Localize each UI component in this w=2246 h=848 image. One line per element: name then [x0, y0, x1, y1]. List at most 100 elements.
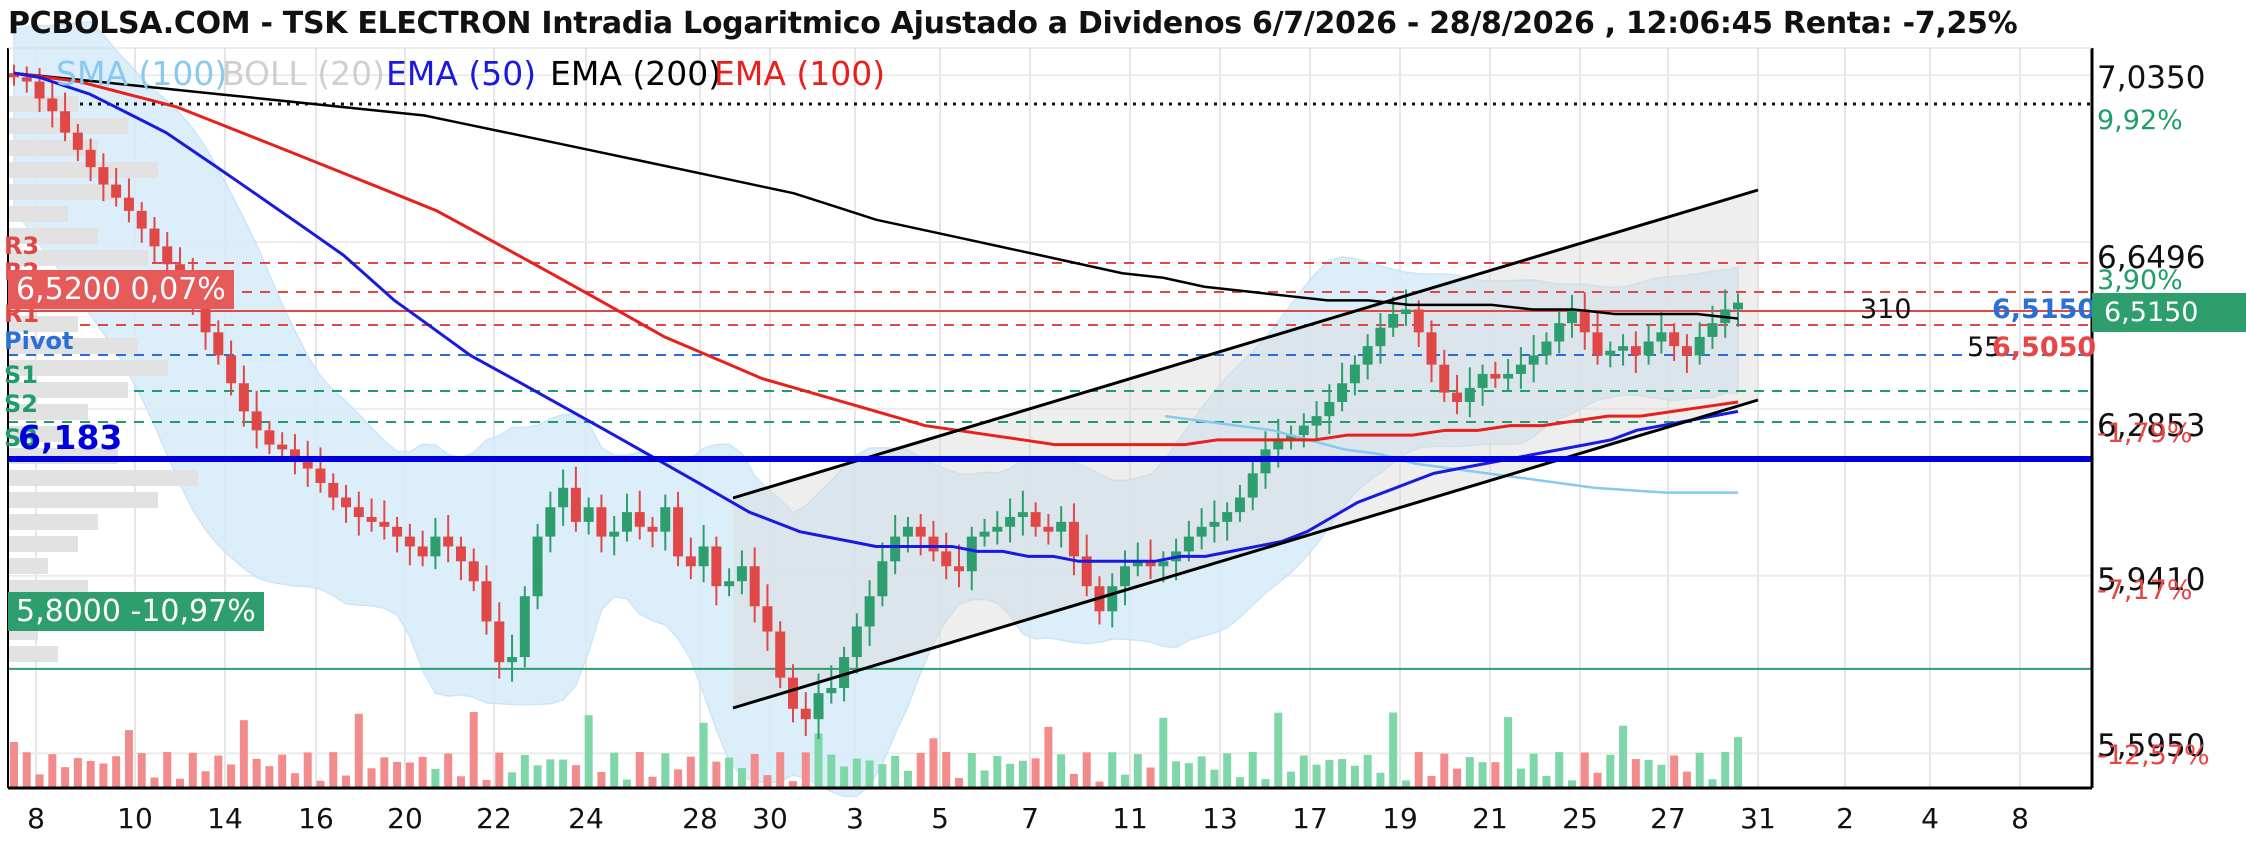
- volume-bar: [622, 779, 631, 788]
- candle-body: [1464, 387, 1475, 402]
- candle-body: [34, 81, 45, 99]
- candle-body: [1209, 521, 1220, 527]
- candle-body: [98, 167, 109, 185]
- legend-sma100: SMA (100): [56, 54, 228, 93]
- candle-body: [1298, 425, 1309, 436]
- y-tick-price: 5,5950: [2097, 728, 2206, 764]
- volume-bar: [1708, 779, 1717, 788]
- ema100-line: [13, 71, 1739, 447]
- candle-body: [85, 149, 96, 168]
- candle-body: [1017, 512, 1028, 517]
- candle-body: [711, 546, 722, 587]
- candle-body: [302, 458, 313, 469]
- candle-body: [570, 487, 581, 522]
- volume-bar: [367, 768, 376, 788]
- volume-bar: [1172, 761, 1181, 788]
- pivot-s3-label: S3: [4, 424, 38, 452]
- x-tick-label: 20: [387, 802, 423, 835]
- ema50-line: [13, 71, 1739, 563]
- current-price-tag: 6,5200 0,07%: [8, 270, 234, 309]
- volume-bar: [1593, 772, 1602, 788]
- volume-bar: [137, 753, 146, 788]
- candle-body: [328, 482, 339, 498]
- candle-body: [1452, 392, 1463, 402]
- volume-bar: [10, 742, 18, 788]
- volume-bar: [980, 770, 989, 788]
- volume-bar: [1299, 755, 1308, 788]
- volume-bar: [571, 765, 580, 788]
- volume-profile-bar: [8, 492, 158, 508]
- candle-body: [1554, 323, 1565, 342]
- y-tick-percent: -7,17%: [2097, 575, 2193, 606]
- x-tick-label: 7: [1021, 802, 1039, 835]
- volume-bar: [699, 722, 708, 788]
- candle-body: [1490, 373, 1501, 379]
- candle-body: [136, 210, 147, 229]
- y-tick-price: 6,2853: [2097, 408, 2206, 444]
- candle-body: [1145, 561, 1156, 567]
- volume-profile-bar: [8, 316, 78, 332]
- support-tag: 6,183: [18, 418, 123, 457]
- candle-body: [1503, 373, 1514, 379]
- volume-bar: [1542, 775, 1551, 788]
- volume-bar: [1018, 760, 1027, 788]
- candle-body: [1056, 521, 1067, 532]
- volume-bar: [1453, 768, 1462, 788]
- candle-body: [775, 631, 786, 678]
- volume-bar: [1338, 759, 1347, 788]
- x-tick-label: 11: [1112, 802, 1148, 835]
- candle-body: [468, 561, 479, 582]
- volume-bar: [597, 772, 606, 788]
- volume-bar: [1350, 765, 1359, 788]
- volume-bar: [354, 713, 363, 788]
- candle-body: [47, 98, 58, 112]
- volume-bar: [1478, 762, 1487, 788]
- candle-body: [762, 606, 773, 632]
- pivot-label: Pivot: [4, 327, 74, 355]
- volume-bar: [1108, 752, 1117, 788]
- volume-bar: [1670, 755, 1679, 788]
- volume-bar: [278, 754, 287, 788]
- volume-bar: [1261, 779, 1270, 788]
- volume-bar: [316, 780, 325, 788]
- candle-body: [251, 411, 262, 431]
- volume-bar: [674, 769, 683, 788]
- x-tick-label: 19: [1382, 802, 1418, 835]
- candle-body: [200, 300, 211, 333]
- volume-bar: [1619, 725, 1628, 788]
- volume-bar: [1401, 780, 1410, 788]
- candle-body: [890, 536, 901, 562]
- candle-body: [1733, 302, 1743, 310]
- candle-body: [1426, 332, 1437, 365]
- volume-bar: [610, 752, 619, 788]
- volume-bar: [201, 771, 210, 788]
- volume-bar: [482, 779, 491, 788]
- volume-bar: [942, 752, 951, 788]
- candle-body: [1669, 332, 1680, 347]
- y-tick-price: 6,6496: [2097, 240, 2206, 276]
- volume-bar: [916, 752, 925, 788]
- candle-body: [1107, 586, 1118, 612]
- candle-body: [1592, 332, 1603, 356]
- x-tick-label: 17: [1292, 802, 1328, 835]
- candle-body: [1196, 526, 1207, 537]
- y-tick-price: 5,9410: [2097, 562, 2206, 598]
- volume-bar: [635, 752, 644, 788]
- volume-bar: [520, 755, 529, 788]
- candle-body: [1400, 309, 1411, 315]
- candle-body: [1273, 439, 1284, 450]
- candle-body: [392, 526, 403, 537]
- volume-bar: [1312, 764, 1321, 788]
- candle-body: [532, 536, 543, 597]
- volume-bar: [112, 756, 121, 788]
- candle-body: [1656, 332, 1667, 342]
- y-tick-percent: -1,79%: [2097, 418, 2193, 449]
- candle-body: [915, 526, 926, 537]
- volume-bar: [456, 776, 465, 788]
- candle-body: [21, 77, 32, 82]
- x-tick-label: 21: [1472, 802, 1508, 835]
- volume-bar: [303, 752, 312, 788]
- candle-body: [954, 566, 965, 572]
- channel-top-line: [732, 188, 1759, 500]
